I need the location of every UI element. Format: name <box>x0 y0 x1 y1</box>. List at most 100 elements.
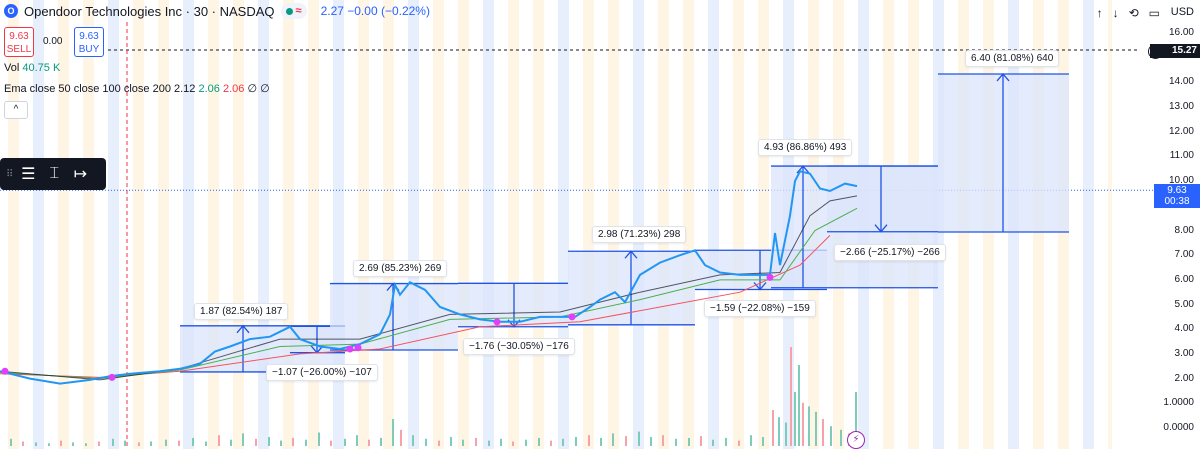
session-stripe <box>258 0 269 449</box>
ema-legend[interactable]: Ema close 50 close 100 close 200 2.12 2.… <box>4 82 270 95</box>
market-status-pill[interactable]: ≈ <box>280 3 307 19</box>
session-stripe <box>183 0 194 449</box>
price-axis-label: 1.0000 <box>1163 397 1194 409</box>
volume-bar <box>230 439 232 446</box>
event-dot <box>354 344 362 352</box>
volume-bar <box>575 437 577 446</box>
volume-bar <box>48 443 50 446</box>
volume-bar <box>840 429 842 446</box>
measure-label[interactable]: 2.98 (71.23%) 298 <box>592 226 687 243</box>
buy-button[interactable]: 9.63 BUY <box>74 27 104 57</box>
price-axis-label: 0.0000 <box>1163 422 1194 433</box>
bar-countdown: 00:38 <box>1164 196 1190 207</box>
reset-icon[interactable]: ⟲ <box>1128 6 1139 20</box>
measure-label[interactable]: 1.87 (82.54%) 187 <box>194 303 289 320</box>
volume-bar <box>112 438 114 446</box>
drawing-toolbar[interactable]: ⠿ ☰ ⌶ ↦ <box>0 158 106 190</box>
volume-bar <box>855 392 857 446</box>
volume-bar <box>794 392 796 446</box>
measure-label[interactable]: −1.59 (−22.08%) −159 <box>704 300 816 317</box>
volume-bar <box>280 440 282 446</box>
session-stripe <box>533 0 544 449</box>
measure-box <box>458 283 568 327</box>
lines-icon[interactable]: ☰ <box>21 166 36 183</box>
volume-bar <box>488 440 490 446</box>
session-stripe <box>158 0 169 449</box>
volume-bar <box>600 437 602 446</box>
volume-legend[interactable]: Vol 40.75 K <box>4 62 60 74</box>
session-stripe <box>758 0 769 449</box>
volume-bar <box>700 436 702 446</box>
volume-bar <box>438 440 440 446</box>
alert-price-tag[interactable]: 15.27 <box>1150 44 1200 58</box>
measure-arrow-head <box>236 324 250 334</box>
volume-bar <box>675 438 677 446</box>
sell-button[interactable]: 9.63 SELL <box>4 27 34 57</box>
symbol-header: O Opendoor Technologies Inc · 30 · NASDA… <box>0 0 430 22</box>
arrow-down-icon[interactable]: ↓ <box>1112 6 1119 20</box>
session-stripe <box>658 0 669 449</box>
volume-bar <box>500 438 502 446</box>
session-stripe <box>58 0 69 449</box>
volume-bar <box>475 437 477 446</box>
fit-screen-icon[interactable]: ▭ <box>1148 6 1160 20</box>
spread-value: 0.00 <box>43 36 63 47</box>
measure-label[interactable]: −1.76 (−30.05%) −176 <box>463 338 575 355</box>
session-stripe <box>233 0 244 449</box>
measure-label[interactable]: −2.66 (−25.17%) −266 <box>834 244 946 261</box>
measure-label[interactable]: 2.69 (85.23%) 269 <box>353 260 448 277</box>
text-tool-icon[interactable]: ⌶ <box>49 165 60 182</box>
measure-label[interactable]: 6.40 (81.08%) 640 <box>965 50 1060 67</box>
price-axis-label: 5.00 <box>1174 298 1194 310</box>
sell-price: 9.63 <box>9 31 29 42</box>
session-stripe <box>333 0 344 449</box>
currency-label[interactable]: USD <box>1170 6 1194 18</box>
volume-bar <box>60 440 62 446</box>
volume-bar <box>392 419 394 446</box>
event-dot <box>766 273 774 281</box>
ema-label: Ema close 50 close 100 close 200 <box>4 83 171 95</box>
session-stripe <box>108 0 119 449</box>
session-stripe <box>408 0 419 449</box>
session-stripe <box>483 0 494 449</box>
drag-grip-icon[interactable]: ⠿ <box>6 168 13 180</box>
volume-bar <box>662 435 664 446</box>
volume-bar <box>650 437 652 446</box>
volume-bar <box>124 440 126 446</box>
measure-label[interactable]: 4.93 (86.86%) 493 <box>758 139 853 156</box>
volume-label: Vol <box>4 62 20 74</box>
session-stripe <box>308 0 319 449</box>
measure-label[interactable]: −1.07 (−26.00%) −107 <box>266 364 378 381</box>
volume-bar <box>538 437 540 446</box>
ema-value-3: 2.06 <box>222 83 245 95</box>
event-dot <box>568 313 576 321</box>
event-dot <box>346 345 354 353</box>
symbol-logo[interactable]: O <box>4 4 18 18</box>
volume-bar <box>815 411 817 446</box>
ema-value-2: 2.06 <box>198 83 220 95</box>
arrow-up-icon[interactable]: ↑ <box>1096 6 1103 20</box>
volume-bar <box>450 437 452 446</box>
session-stripe <box>608 0 619 449</box>
event-bolt-icon[interactable]: ⚡ <box>847 431 865 449</box>
price-axis-label: 3.00 <box>1174 347 1194 359</box>
volume-bar <box>808 406 810 446</box>
symbol-title[interactable]: Opendoor Technologies Inc · 30 · NASDAQ <box>24 3 275 19</box>
volume-bar <box>98 441 100 446</box>
volume-bar <box>588 435 590 446</box>
session-stripe <box>558 0 569 449</box>
volume-bar <box>35 442 37 446</box>
price-axis-label: 2.00 <box>1174 372 1194 384</box>
price-change: 2.27 −0.00 (−0.22%) <box>320 4 430 18</box>
price-axis-label: 12.00 <box>1168 125 1194 137</box>
measure-arrow-head <box>624 250 638 259</box>
measure-tool-icon[interactable]: ↦ <box>73 166 88 183</box>
collapse-legend-button[interactable]: ^ <box>4 101 28 119</box>
price-axis-label: 4.00 <box>1174 323 1194 335</box>
volume-bar <box>612 433 614 446</box>
session-stripe <box>358 0 369 449</box>
volume-bar <box>292 437 294 446</box>
price-axis-label: 14.00 <box>1168 76 1194 88</box>
